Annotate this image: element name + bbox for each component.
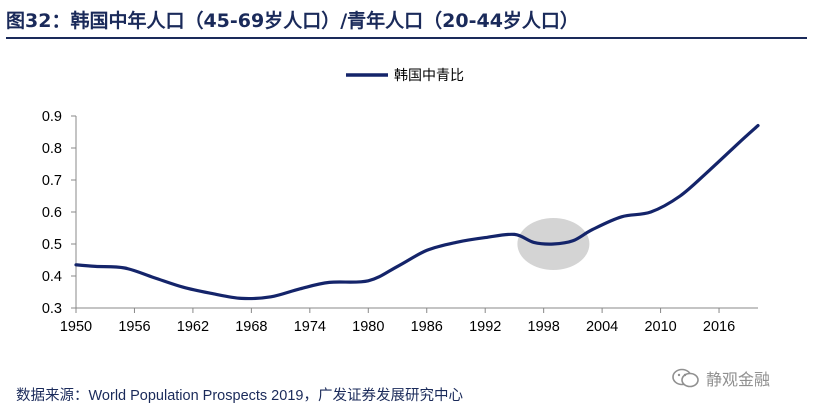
y-tick-label: 0.6 — [42, 205, 62, 221]
x-tick-label: 2004 — [586, 319, 618, 335]
wechat-icon — [672, 368, 699, 388]
x-tick-label: 1962 — [177, 319, 209, 335]
watermark-text: 静观金融 — [706, 370, 771, 389]
x-tick-label: 1950 — [60, 319, 92, 335]
figure-title: 图32：韩国中年人口（45-69岁人口）/青年人口（20-44岁人口） — [6, 10, 579, 32]
x-tick-label: 1956 — [118, 319, 150, 335]
x-tick-label: 1968 — [235, 319, 267, 335]
x-tick-label: 2016 — [703, 319, 735, 335]
x-tick-label: 1980 — [352, 319, 384, 335]
title-divider — [6, 37, 807, 39]
x-tick-label: 1998 — [528, 319, 560, 335]
y-tick-label: 0.4 — [42, 269, 62, 285]
y-tick-label: 0.7 — [42, 173, 62, 189]
y-tick-label: 0.3 — [42, 301, 62, 317]
x-tick-label: 1974 — [294, 319, 326, 335]
y-tick-label: 0.5 — [42, 237, 62, 253]
y-tick-label: 0.9 — [42, 109, 62, 125]
y-tick-label: 0.8 — [42, 141, 62, 157]
source-note: 数据来源：World Population Prospects 2019，广发证… — [16, 388, 463, 404]
series-line — [74, 124, 760, 301]
x-tick-label: 1986 — [411, 319, 443, 335]
x-tick-label: 1992 — [469, 319, 501, 335]
title-bar: 图32：韩国中年人口（45-69岁人口）/青年人口（20-44岁人口） — [6, 4, 807, 39]
legend-label: 韩国中青比 — [394, 68, 464, 84]
watermark: 静观金融 — [672, 366, 770, 390]
x-tick-label: 2010 — [644, 319, 676, 335]
